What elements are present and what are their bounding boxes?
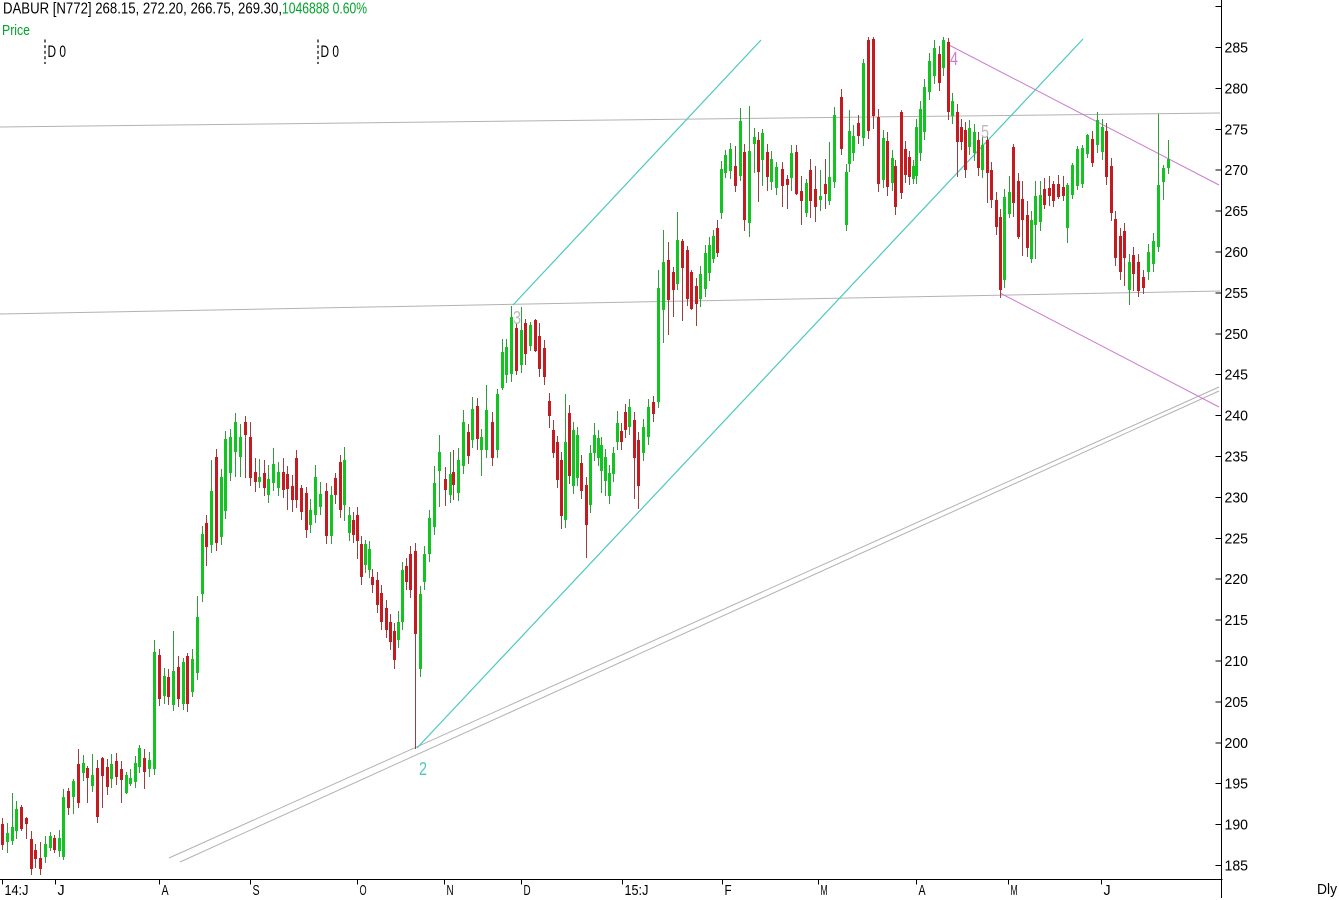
svg-text:235: 235 xyxy=(1225,449,1249,466)
svg-text:A: A xyxy=(162,882,169,899)
svg-text:210: 210 xyxy=(1225,653,1249,670)
svg-text:S: S xyxy=(253,882,260,899)
svg-text:205: 205 xyxy=(1225,694,1249,711)
svg-text:D 0: D 0 xyxy=(321,43,340,61)
svg-text:230: 230 xyxy=(1225,489,1249,506)
svg-text:270: 270 xyxy=(1225,162,1249,179)
svg-text:240: 240 xyxy=(1225,408,1249,425)
svg-text:200: 200 xyxy=(1225,735,1249,752)
svg-text:280: 280 xyxy=(1225,80,1249,97)
svg-text:185: 185 xyxy=(1225,858,1249,875)
svg-text:220: 220 xyxy=(1225,571,1249,588)
svg-text:260: 260 xyxy=(1225,244,1249,261)
svg-text:F: F xyxy=(725,882,732,899)
svg-text:250: 250 xyxy=(1225,326,1249,343)
svg-text:15:J: 15:J xyxy=(625,882,649,899)
svg-text:1046888 0.60%: 1046888 0.60% xyxy=(282,1,367,18)
svg-text:D 0: D 0 xyxy=(48,43,67,61)
svg-text:285: 285 xyxy=(1225,40,1249,57)
svg-text:DABUR [N772] 268.15, 272.20,: DABUR [N772] 268.15, 272.20, 266.75, 269… xyxy=(3,1,282,18)
svg-text:Price: Price xyxy=(2,22,30,39)
svg-text:M: M xyxy=(821,882,828,899)
svg-text:265: 265 xyxy=(1225,203,1249,220)
svg-text:N: N xyxy=(447,882,454,899)
svg-text:195: 195 xyxy=(1225,776,1249,793)
svg-text:14:J: 14:J xyxy=(5,882,29,899)
svg-text:A: A xyxy=(919,882,926,899)
svg-text:225: 225 xyxy=(1225,530,1249,547)
svg-text:255: 255 xyxy=(1225,285,1249,302)
svg-text:M: M xyxy=(1011,882,1018,899)
svg-text:190: 190 xyxy=(1225,817,1249,834)
svg-text:J: J xyxy=(1104,882,1111,899)
svg-text:4: 4 xyxy=(950,49,958,69)
svg-text:5: 5 xyxy=(981,122,989,142)
svg-text:275: 275 xyxy=(1225,121,1249,138)
svg-text:3: 3 xyxy=(513,308,521,328)
svg-text:245: 245 xyxy=(1225,367,1249,384)
svg-text:J: J xyxy=(58,882,65,899)
svg-text:2: 2 xyxy=(419,759,427,779)
svg-text:O: O xyxy=(360,882,367,899)
svg-text:D: D xyxy=(524,882,531,899)
svg-text:215: 215 xyxy=(1225,612,1249,629)
svg-text:Dly: Dly xyxy=(1317,881,1337,898)
